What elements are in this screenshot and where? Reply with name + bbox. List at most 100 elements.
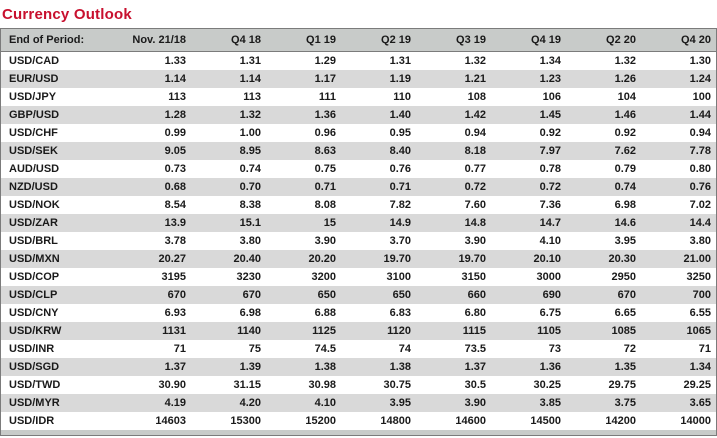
forecast-value: 1.33 bbox=[164, 55, 186, 67]
forecast-value: 1.35 bbox=[566, 358, 641, 376]
forecast-value: 3000 bbox=[536, 271, 561, 283]
forecast-value: 15200 bbox=[305, 415, 336, 427]
forecast-value: 1.45 bbox=[491, 106, 566, 124]
table-row: USD/SGD 1.37 1.39 1.38 1.38 1.37 1.36 1.35 1.34 bbox=[1, 358, 716, 376]
forecast-value: 7.02 bbox=[689, 199, 711, 211]
forecast-value: 1.28 bbox=[116, 106, 191, 124]
forecast-value: 3.75 bbox=[566, 394, 641, 412]
forecast-value: 1120 bbox=[341, 322, 416, 340]
forecast-value: 104 bbox=[617, 91, 636, 103]
forecast-value: 8.08 bbox=[314, 199, 336, 211]
column-header: Q1 19 bbox=[266, 29, 341, 52]
forecast-value: 0.94 bbox=[689, 127, 711, 139]
currency-pair-label: USD/INR bbox=[9, 343, 55, 355]
forecast-value: 3100 bbox=[386, 271, 411, 283]
forecast-value: 670 bbox=[191, 286, 266, 304]
forecast-value: 4.10 bbox=[266, 394, 341, 412]
forecast-value: 19.70 bbox=[341, 250, 416, 268]
forecast-value: 1065 bbox=[641, 322, 716, 340]
forecast-value: 8.40 bbox=[341, 142, 416, 160]
forecast-value: 0.74 bbox=[566, 178, 641, 196]
forecast-value: 15 bbox=[266, 214, 341, 232]
forecast-value: 3.95 bbox=[341, 394, 416, 412]
column-header: Q4 20 bbox=[641, 29, 716, 52]
table-row: USD/MXN 20.27 20.40 20.20 19.70 19.70 20.10 20.… bbox=[1, 250, 716, 268]
forecast-value: 2950 bbox=[611, 271, 636, 283]
table-row: USD/CNY 6.93 6.98 6.88 6.83 6.80 6.75 6.65 6.55 bbox=[1, 304, 716, 322]
forecast-value: 0.92 bbox=[539, 127, 561, 139]
forecast-value: 0.73 bbox=[164, 163, 186, 175]
forecast-value: 3230 bbox=[236, 271, 261, 283]
forecast-value: 0.74 bbox=[239, 163, 261, 175]
forecast-value: 9.05 bbox=[116, 142, 191, 160]
forecast-value: 20.40 bbox=[191, 250, 266, 268]
forecast-value: 1.38 bbox=[266, 358, 341, 376]
table-row: USD/TWD 30.90 31.15 30.98 30.75 30.5 30.25 29.7… bbox=[1, 376, 716, 394]
currency-pair-label: USD/CHF bbox=[9, 127, 58, 139]
currency-table: End of Period: Nov. 21/18 Q4 18 Q1 19 Q2 19 Q… bbox=[1, 29, 716, 430]
forecast-value: 1.36 bbox=[491, 358, 566, 376]
forecast-value: 3.90 bbox=[314, 235, 336, 247]
forecast-value: 0.99 bbox=[164, 127, 186, 139]
forecast-value: 1.29 bbox=[314, 55, 336, 67]
column-header: Q2 20 bbox=[566, 29, 641, 52]
forecast-value: 0.79 bbox=[614, 163, 636, 175]
table-row: USD/INR 71 75 74.5 74 73.5 73 72 71 bbox=[1, 340, 716, 358]
table-row: USD/SEK 9.05 8.95 8.63 8.40 8.18 7.97 7.62 7.78 bbox=[1, 142, 716, 160]
forecast-value: 0.96 bbox=[314, 127, 336, 139]
table-row: USD/KRW 1131 1140 1125 1120 1115 1105 1085 1065 bbox=[1, 322, 716, 340]
currency-pair-label: USD/ZAR bbox=[1, 214, 116, 232]
forecast-value: 7.82 bbox=[389, 199, 411, 211]
page-title: Currency Outlook bbox=[2, 6, 132, 23]
forecast-value: 650 bbox=[341, 286, 416, 304]
forecast-value: 0.71 bbox=[341, 178, 416, 196]
forecast-value: 20.20 bbox=[266, 250, 341, 268]
table-row: USD/CHF 0.99 1.00 0.96 0.95 0.94 0.92 0.92 0.94 bbox=[1, 124, 716, 142]
forecast-value: 6.88 bbox=[314, 307, 336, 319]
forecast-value: 0.92 bbox=[614, 127, 636, 139]
forecast-value: 1.38 bbox=[341, 358, 416, 376]
forecast-value: 29.75 bbox=[608, 379, 636, 391]
forecast-value: 106 bbox=[542, 91, 561, 103]
forecast-value: 15300 bbox=[230, 415, 261, 427]
forecast-value: 13.9 bbox=[116, 214, 191, 232]
forecast-value: 3200 bbox=[311, 271, 336, 283]
currency-pair-label: USD/MYR bbox=[1, 394, 116, 412]
forecast-value: 700 bbox=[641, 286, 716, 304]
currency-pair-label: USD/JPY bbox=[9, 91, 57, 103]
forecast-value: 0.72 bbox=[491, 178, 566, 196]
forecast-value: 1115 bbox=[416, 322, 491, 340]
forecast-value: 650 bbox=[266, 286, 341, 304]
forecast-value: 8.63 bbox=[266, 142, 341, 160]
forecast-value: 3.78 bbox=[164, 235, 186, 247]
forecast-value: 4.19 bbox=[116, 394, 191, 412]
currency-table-body: USD/CAD 1.33 1.31 1.29 1.31 1.32 1.34 1.32 1.30 E… bbox=[1, 52, 716, 431]
forecast-value: 14.6 bbox=[566, 214, 641, 232]
forecast-value: 3.85 bbox=[491, 394, 566, 412]
forecast-value: 14500 bbox=[530, 415, 561, 427]
forecast-value: 14600 bbox=[455, 415, 486, 427]
forecast-value: 1.46 bbox=[566, 106, 641, 124]
column-header: Q4 18 bbox=[191, 29, 266, 52]
forecast-value: 113 bbox=[168, 91, 186, 103]
forecast-value: 14.9 bbox=[341, 214, 416, 232]
forecast-value: 3.95 bbox=[614, 235, 636, 247]
table-row: USD/IDR 14603 15300 15200 14800 14600 14500 142… bbox=[1, 412, 716, 430]
forecast-value: 3.90 bbox=[464, 235, 486, 247]
forecast-value: 1.31 bbox=[389, 55, 411, 67]
forecast-value: 71 bbox=[173, 343, 186, 355]
forecast-value: 8.54 bbox=[164, 199, 186, 211]
forecast-value: 1.00 bbox=[239, 127, 261, 139]
forecast-value: 0.76 bbox=[641, 178, 716, 196]
table-row: USD/COP 3195 3230 3200 3100 3150 3000 2950 3250 bbox=[1, 268, 716, 286]
forecast-value: 0.94 bbox=[464, 127, 486, 139]
table-row: USD/JPY 113 113 111 110 108 106 104 100 bbox=[1, 88, 716, 106]
forecast-value: 660 bbox=[416, 286, 491, 304]
table-row: NZD/USD 0.68 0.70 0.71 0.71 0.72 0.72 0.74 0.76 bbox=[1, 178, 716, 196]
forecast-value: 6.98 bbox=[239, 307, 261, 319]
table-header-row: End of Period: Nov. 21/18 Q4 18 Q1 19 Q2 19 Q… bbox=[1, 29, 716, 52]
forecast-value: 1105 bbox=[491, 322, 566, 340]
table-row: USD/CLP 670 670 650 650 660 690 670 700 bbox=[1, 286, 716, 304]
forecast-value: 7.36 bbox=[539, 199, 561, 211]
forecast-value: 1.44 bbox=[641, 106, 716, 124]
